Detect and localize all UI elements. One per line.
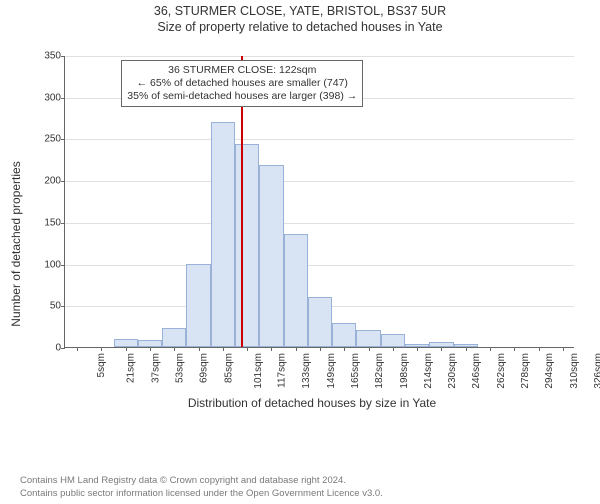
x-tick: 117sqm (276, 353, 287, 388)
y-tick: 300 (44, 92, 65, 103)
histogram-bar (308, 297, 332, 347)
x-tick: 230sqm (447, 353, 458, 389)
y-tick: 50 (50, 301, 65, 312)
histogram-bar (259, 165, 283, 347)
histogram-bar (284, 234, 308, 347)
gridline (65, 223, 574, 224)
footer-line-2: Contains public sector information licen… (20, 488, 383, 500)
x-tick: 214sqm (423, 353, 434, 389)
x-tick: 69sqm (199, 353, 210, 383)
histogram-bar (114, 339, 138, 347)
histogram-bar (162, 328, 186, 347)
histogram-bar (381, 334, 405, 347)
x-tick: 133sqm (302, 353, 313, 389)
histogram-bar (235, 144, 259, 347)
x-tick: 101sqm (253, 353, 264, 389)
gridline (65, 265, 574, 266)
y-tick: 100 (44, 259, 65, 270)
x-tick: 37sqm (150, 353, 161, 383)
gridline (65, 181, 574, 182)
x-tick: 53sqm (175, 353, 186, 383)
x-axis-label: Distribution of detached houses by size … (36, 396, 588, 410)
x-tick: 198sqm (399, 353, 410, 389)
histogram-bar (186, 264, 210, 347)
annotation-box: 36 STURMER CLOSE: 122sqm← 65% of detache… (121, 60, 363, 107)
title-subtitle: Size of property relative to detached ho… (0, 20, 600, 34)
x-tick: 182sqm (374, 353, 385, 389)
footer-attribution: Contains HM Land Registry data © Crown c… (20, 475, 383, 500)
chart-titles: 36, STURMER CLOSE, YATE, BRISTOL, BS37 5… (0, 4, 600, 34)
y-tick: 0 (55, 343, 65, 354)
histogram-bar (356, 330, 380, 347)
gridline (65, 139, 574, 140)
x-tick: 21sqm (126, 353, 137, 383)
y-axis-label: Number of detached properties (9, 161, 23, 326)
title-address: 36, STURMER CLOSE, YATE, BRISTOL, BS37 5… (0, 4, 600, 18)
y-tick: 200 (44, 176, 65, 187)
x-tick: 149sqm (326, 353, 337, 389)
x-tick: 5sqm (96, 353, 107, 377)
plot-region: 0501001502002503003505sqm21sqm37sqm53sqm… (64, 56, 574, 348)
gridline (65, 56, 574, 57)
y-tick: 150 (44, 217, 65, 228)
y-tick: 250 (44, 134, 65, 145)
x-tick: 165sqm (350, 353, 361, 389)
x-tick: 85sqm (223, 353, 234, 383)
x-tick: 262sqm (496, 353, 507, 389)
footer-line-1: Contains HM Land Registry data © Crown c… (20, 475, 383, 487)
annotation-line: ← 65% of detached houses are smaller (74… (127, 77, 357, 90)
annotation-line: 35% of semi-detached houses are larger (… (127, 90, 357, 103)
histogram-bar (211, 122, 235, 347)
x-tick: 278sqm (520, 353, 531, 389)
histogram-bar (332, 323, 356, 347)
x-tick: 294sqm (544, 353, 555, 389)
x-tick: 246sqm (472, 353, 483, 389)
annotation-line: 36 STURMER CLOSE: 122sqm (127, 64, 357, 77)
x-tick: 326sqm (593, 353, 600, 389)
x-tick: 310sqm (569, 353, 580, 389)
chart-area: Number of detached properties 0501001502… (36, 48, 588, 440)
y-tick: 350 (44, 51, 65, 62)
histogram-bar (138, 340, 162, 347)
